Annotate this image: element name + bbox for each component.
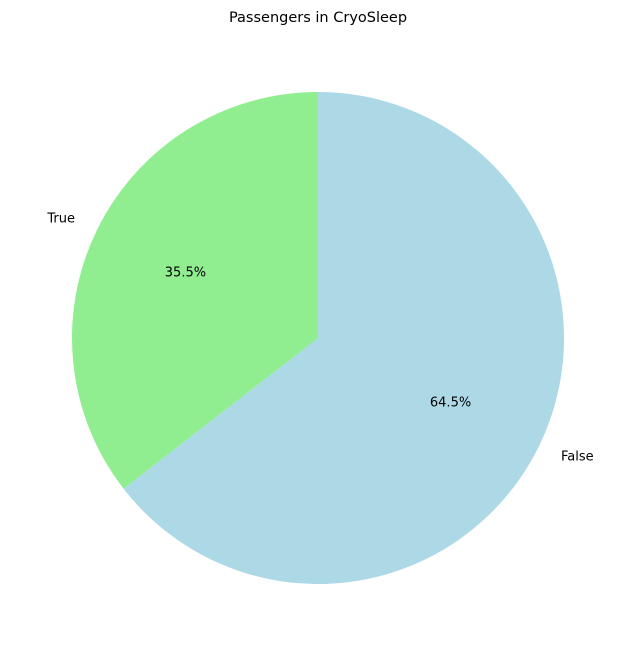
pie-slice-true [72,92,319,489]
chart-title: Passengers in CryoSleep [229,10,407,26]
pie-slice-false [123,92,565,585]
category-label-true: True [46,211,75,226]
percent-label-true: 35.5% [165,266,206,281]
category-label-false: False [561,450,594,465]
pie-labels: False 64.5% True 35.5% [46,211,593,464]
percent-label-false: 64.5% [430,395,471,410]
pie-slices [72,92,565,585]
